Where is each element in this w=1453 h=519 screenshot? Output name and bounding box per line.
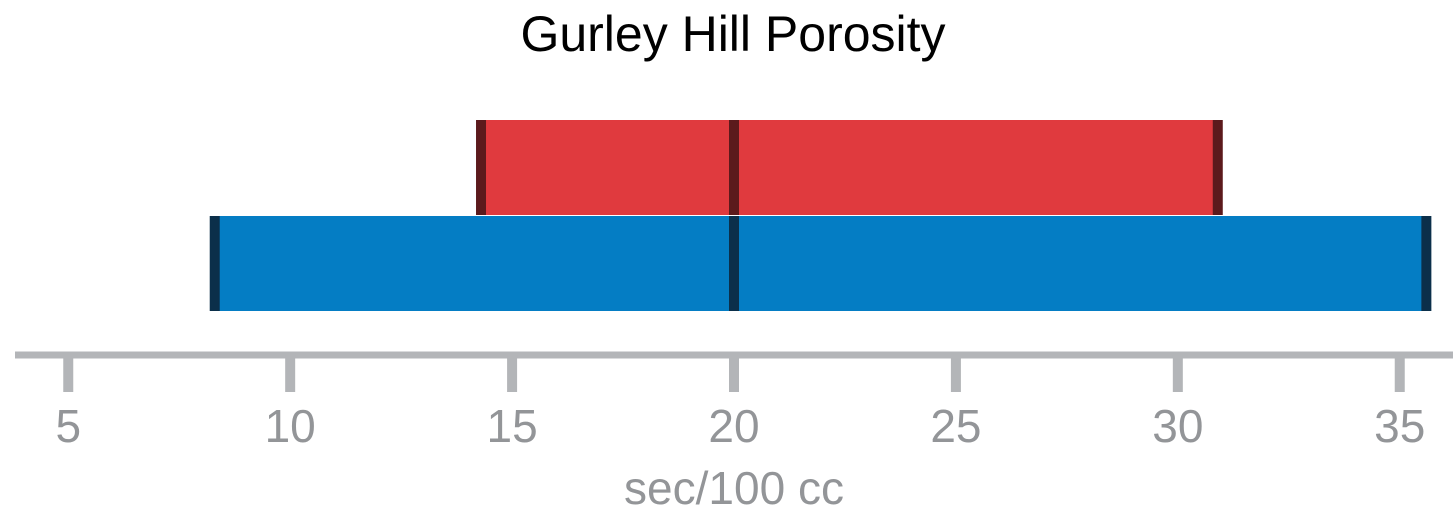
range-marker (729, 216, 739, 311)
x-tick-label: 30 (1152, 400, 1203, 452)
x-tick-label: 25 (930, 400, 981, 452)
x-tick-label: 20 (708, 400, 759, 452)
range-bar (481, 120, 1218, 215)
range-marker (729, 120, 739, 215)
range-marker (476, 120, 487, 215)
x-tick-label: 35 (1374, 400, 1425, 452)
x-tick-label: 15 (487, 400, 538, 452)
range-bar (214, 216, 1427, 311)
x-tick-label: 5 (55, 400, 81, 452)
range-marker (1212, 120, 1223, 215)
x-axis-label: sec/100 cc (624, 462, 844, 514)
range-marker (1421, 216, 1432, 311)
range-marker (209, 216, 220, 311)
x-tick-label: 10 (265, 400, 316, 452)
chart-title: Gurley Hill Porosity (520, 6, 945, 62)
